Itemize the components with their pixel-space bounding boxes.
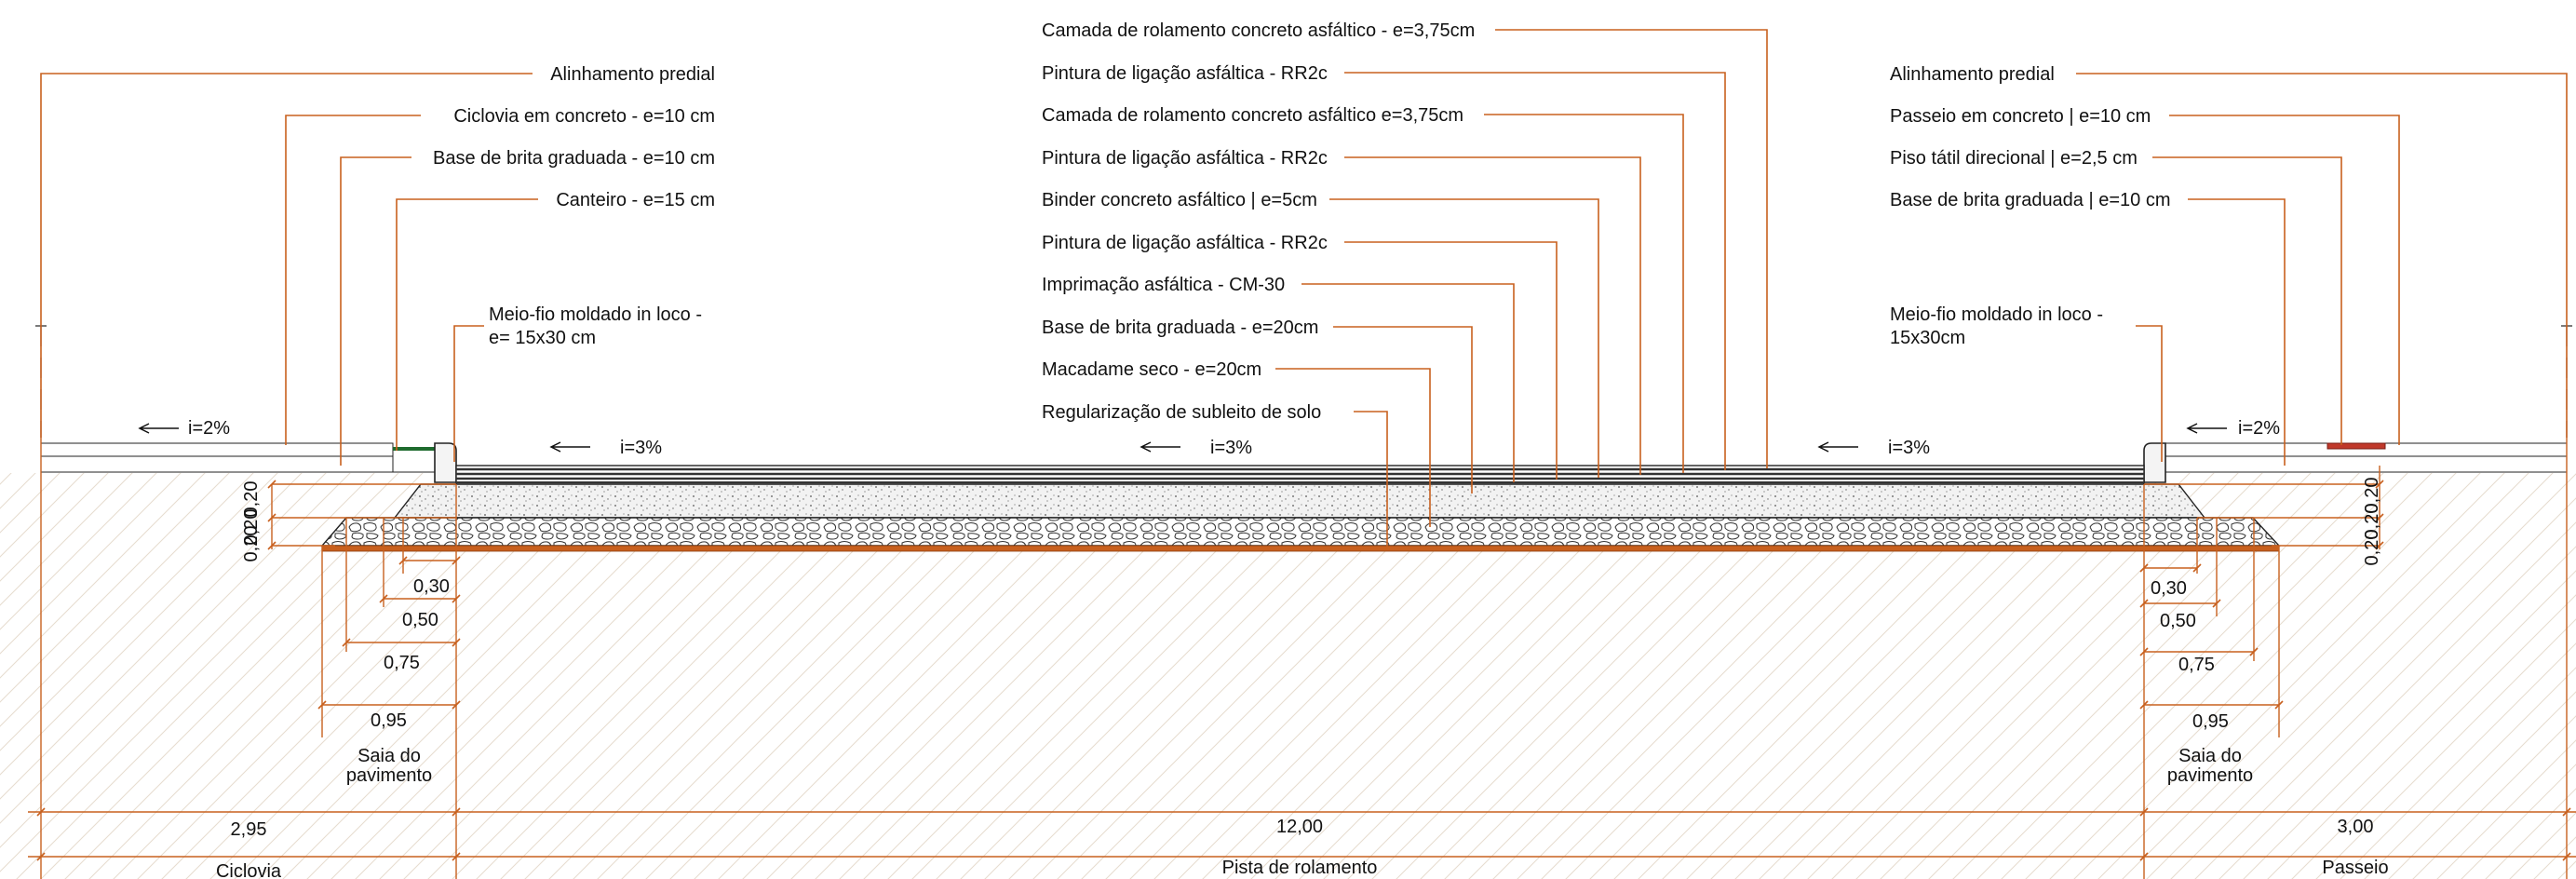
center-label-10: Regularização de subleito de solo: [1042, 402, 1321, 423]
right-saia-label-2: pavimento: [2167, 765, 2253, 786]
right-label-tactile: Piso tátil direcional | e=2,5 cm: [1890, 148, 2138, 169]
subgrade-regularization: [321, 545, 2280, 552]
dry-macadam: [320, 517, 2281, 547]
right-vdim-2: 0,20: [2362, 504, 2382, 540]
left-label-property-line: Alinhamento predial: [550, 64, 715, 85]
right-curb-label-1: Meio-fio moldado in loco -: [1890, 304, 2103, 325]
width-dimensions: 2,95 12,00 3,00 Ciclovia Pista de rolame…: [28, 438, 2576, 879]
left-vdim-3: 0,20: [241, 526, 262, 562]
right-saia-label-1: Saia do: [2178, 746, 2242, 766]
center-label-4: Pintura de ligação asfáltica - RR2c: [1042, 148, 1328, 169]
right-label-property-line: Alinhamento predial: [1890, 64, 2055, 85]
left-saia-050: 0,50: [402, 610, 438, 630]
left-label-base: Base de brita graduada - e=10 cm: [433, 148, 715, 169]
left-curb: [434, 442, 457, 483]
left-curb-label-1: Meio-fio moldado in loco -: [489, 304, 702, 325]
width-ciclovia: 2,95: [231, 819, 267, 840]
center-label-5: Binder concreto asfáltico | e=5cm: [1042, 190, 1317, 210]
center-annotations: Camada de rolamento concreto asfáltico -…: [1042, 20, 1768, 548]
left-annotations: Alinhamento predial Ciclovia em concreto…: [40, 64, 715, 466]
left-curb-label-2: e= 15x30 cm: [489, 328, 596, 348]
right-saia-050: 0,50: [2160, 611, 2196, 631]
center-label-9: Macadame seco - e=20cm: [1042, 359, 1261, 380]
graded-gravel-base: [393, 483, 2206, 519]
canteiro: [392, 448, 436, 473]
zone-pista: Pista de rolamento: [1222, 858, 1378, 878]
left-label-ciclovia: Ciclovia em concreto - e=10 cm: [453, 106, 715, 127]
left-label-canteiro: Canteiro - e=15 cm: [556, 190, 715, 210]
passeio-base: [2165, 455, 2568, 473]
slope-indicators: i=2% i=3% i=3% i=3% i=2%: [138, 418, 2280, 458]
width-passeio: 3,00: [2338, 817, 2374, 837]
slope-pista-right: i=3%: [1888, 438, 1930, 458]
left-saia-dimensions: 0,30 0,50 0,75 0,95 Saia do pavimento: [317, 484, 461, 879]
slope-ciclovia: i=2%: [188, 418, 230, 439]
left-saia-030: 0,30: [413, 576, 450, 597]
left-saia-label-1: Saia do: [357, 746, 421, 766]
zone-ciclovia: Ciclovia: [216, 861, 282, 879]
center-label-8: Base de brita graduada - e=20cm: [1042, 318, 1318, 338]
left-vdim-1: 0,20: [241, 481, 262, 518]
right-saia-095: 0,95: [2192, 711, 2229, 732]
vertical-dimensions: 0,20 0,20 0,20 0,20 0,20 0,20: [241, 466, 2384, 566]
width-pista: 12,00: [1276, 817, 1323, 837]
center-label-1: Camada de rolamento concreto asfáltico -…: [1042, 20, 1475, 41]
right-label-base: Base de brita graduada | e=10 cm: [1890, 190, 2171, 210]
slope-passeio: i=2%: [2238, 418, 2280, 439]
slope-pista-left: i=3%: [620, 438, 662, 458]
right-curb-label-2: 15x30cm: [1890, 328, 1965, 348]
left-vdim-2: 0,20: [241, 509, 262, 546]
left-saia-095: 0,95: [371, 710, 407, 731]
right-vdim-1: 0,20: [2362, 478, 2382, 514]
tactile-floor: [2326, 442, 2386, 450]
slope-pista-center: i=3%: [1210, 438, 1252, 458]
right-saia-030: 0,30: [2151, 578, 2187, 599]
passeio-section: [2143, 325, 2572, 483]
left-saia-label-2: pavimento: [346, 765, 432, 786]
right-saia-075: 0,75: [2178, 655, 2215, 675]
right-label-passeio: Passeio em concreto | e=10 cm: [1890, 106, 2151, 127]
roadway-layers: [320, 465, 2281, 552]
right-annotations: Alinhamento predial Passeio em concreto …: [1890, 64, 2568, 466]
ciclovia-section: [35, 325, 457, 483]
right-saia-dimensions: 0,30 0,50 0,75 0,95 Saia do pavimento: [2139, 484, 2284, 879]
center-label-2: Pintura de ligação asfáltica - RR2c: [1042, 63, 1328, 84]
center-label-3: Camada de rolamento concreto asfáltico e…: [1042, 105, 1463, 126]
left-saia-075: 0,75: [384, 653, 420, 673]
zone-passeio: Passeio: [2322, 858, 2388, 878]
center-label-7: Imprimação asfáltica - CM-30: [1042, 275, 1285, 295]
right-vdim-3: 0,20: [2362, 530, 2382, 566]
center-label-6: Pintura de ligação asfáltica - RR2c: [1042, 233, 1328, 253]
